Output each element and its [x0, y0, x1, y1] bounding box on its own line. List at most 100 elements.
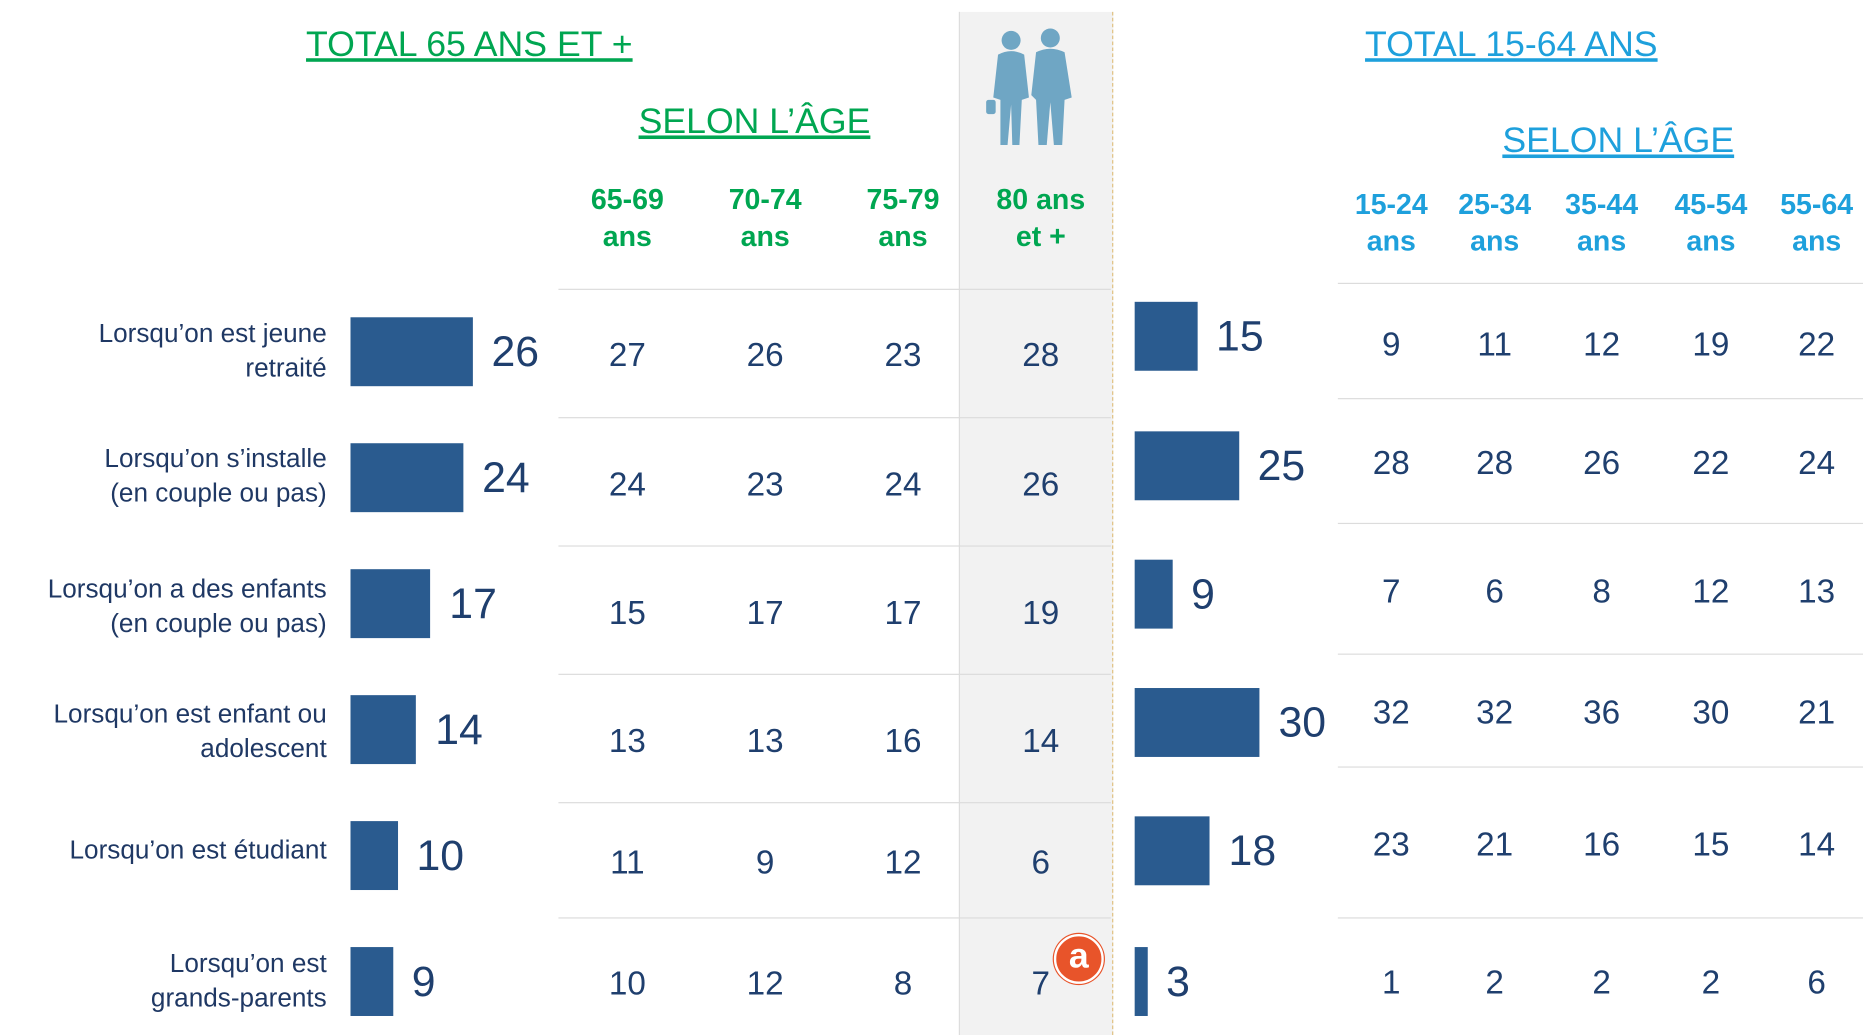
table-value: 13 — [609, 722, 646, 760]
table-value: 13 — [1798, 573, 1835, 611]
row-separator — [558, 674, 1110, 675]
table-value: 6 — [1032, 844, 1051, 882]
table-value: 28 — [1373, 444, 1410, 482]
table-value: 2 — [1592, 964, 1611, 1002]
bar — [1135, 431, 1239, 500]
text-line: ans — [1355, 223, 1428, 260]
table-value: 22 — [1798, 326, 1835, 364]
bar-value: 25 — [1258, 441, 1306, 491]
text-line: 70-74 — [729, 182, 802, 219]
bar — [351, 947, 393, 1016]
table-value: 14 — [1022, 722, 1059, 760]
text-line: Lorsqu’on est étudiant — [70, 832, 327, 866]
slide: Lorsqu’on est jeuneretraité Lorsqu’on s’i… — [0, 0, 1863, 1035]
table-value: 15 — [1692, 826, 1729, 864]
bar-value: 9 — [1191, 569, 1215, 619]
row-separator — [1338, 917, 1863, 918]
text-line: ans — [591, 219, 664, 256]
text-line: ans — [729, 219, 802, 256]
table-value: 17 — [884, 594, 921, 632]
text-line: Lorsqu’on s’installe — [104, 441, 326, 475]
text-line: ans — [1458, 223, 1531, 260]
text-line: ans — [1780, 223, 1853, 260]
text-line: ans — [867, 219, 940, 256]
row-separator — [1338, 766, 1863, 767]
row-separator — [558, 289, 1110, 290]
table-value: 12 — [884, 844, 921, 882]
bar-value: 15 — [1216, 311, 1264, 361]
text-line: 35-44 — [1565, 187, 1638, 224]
table-value: 24 — [609, 466, 646, 504]
text-line: Lorsqu’on est — [151, 946, 327, 980]
table-value: 11 — [610, 844, 645, 882]
table-value: 30 — [1692, 694, 1729, 732]
row-label: Lorsqu’on s’installe(en couple ou pas) — [104, 441, 326, 510]
bar — [1135, 560, 1172, 629]
table-value: 16 — [884, 722, 921, 760]
table-value: 7 — [1032, 965, 1051, 1003]
table-value: 24 — [884, 466, 921, 504]
table-value: 8 — [1592, 573, 1611, 611]
panel-subtitle: SELON L’ÂGE — [1502, 121, 1734, 161]
table-value: 23 — [747, 466, 784, 504]
row-separator — [558, 917, 1110, 918]
text-line: adolescent — [54, 731, 327, 765]
table-value: 32 — [1373, 694, 1410, 732]
table-value: 26 — [1022, 466, 1059, 504]
table-value: 23 — [1373, 826, 1410, 864]
table-value: 36 — [1583, 694, 1620, 732]
table-value: 21 — [1798, 694, 1835, 732]
bar-value: 26 — [492, 327, 540, 377]
table-value: 9 — [756, 844, 775, 882]
table-value: 11 — [1477, 326, 1512, 364]
row-separator — [1338, 398, 1863, 399]
table-value: 14 — [1798, 826, 1835, 864]
table-value: 2 — [1702, 964, 1721, 1002]
column-header: 25-34ans — [1458, 187, 1531, 261]
table-value: 17 — [747, 594, 784, 632]
column-header: 55-64ans — [1780, 187, 1853, 261]
text-line: 80 ans — [996, 182, 1085, 219]
table-value: 6 — [1807, 964, 1826, 1002]
table-value: 28 — [1022, 336, 1059, 374]
text-line: Lorsqu’on est enfant ou — [54, 696, 327, 730]
text-line: retraité — [99, 351, 327, 385]
table-value: 1 — [1382, 964, 1401, 1002]
row-separator — [1338, 654, 1863, 655]
bar-value: 14 — [435, 705, 483, 755]
bar-value: 9 — [412, 957, 436, 1007]
table-value: 32 — [1476, 694, 1513, 732]
table-value: 27 — [609, 336, 646, 374]
seniors-icon — [981, 26, 1088, 150]
table-value: 12 — [1583, 326, 1620, 364]
table-value: 9 — [1382, 326, 1401, 364]
bar-value: 17 — [449, 579, 497, 629]
bar — [1135, 688, 1260, 757]
table-value: 21 — [1476, 826, 1513, 864]
table-value: 15 — [609, 594, 646, 632]
bar — [351, 695, 417, 764]
bar — [351, 821, 398, 890]
text-line: (en couple ou pas) — [48, 606, 327, 640]
text-line: grands-parents — [151, 980, 327, 1014]
bar-value: 24 — [482, 453, 530, 503]
text-line: 75-79 — [867, 182, 940, 219]
bar — [351, 443, 464, 512]
bar — [351, 317, 473, 386]
row-separator — [1338, 523, 1863, 524]
panel-subtitle: SELON L’ÂGE — [639, 102, 871, 142]
text-line: 65-69 — [591, 182, 664, 219]
column-header: 15-24ans — [1355, 187, 1428, 261]
table-value: 10 — [609, 965, 646, 1003]
row-separator — [558, 802, 1110, 803]
row-separator — [1338, 283, 1863, 284]
bar-value: 10 — [416, 831, 464, 881]
text-line: Lorsqu’on a des enfants — [48, 572, 327, 606]
text-line: Lorsqu’on est jeune — [99, 316, 327, 350]
table-value: 24 — [1798, 444, 1835, 482]
